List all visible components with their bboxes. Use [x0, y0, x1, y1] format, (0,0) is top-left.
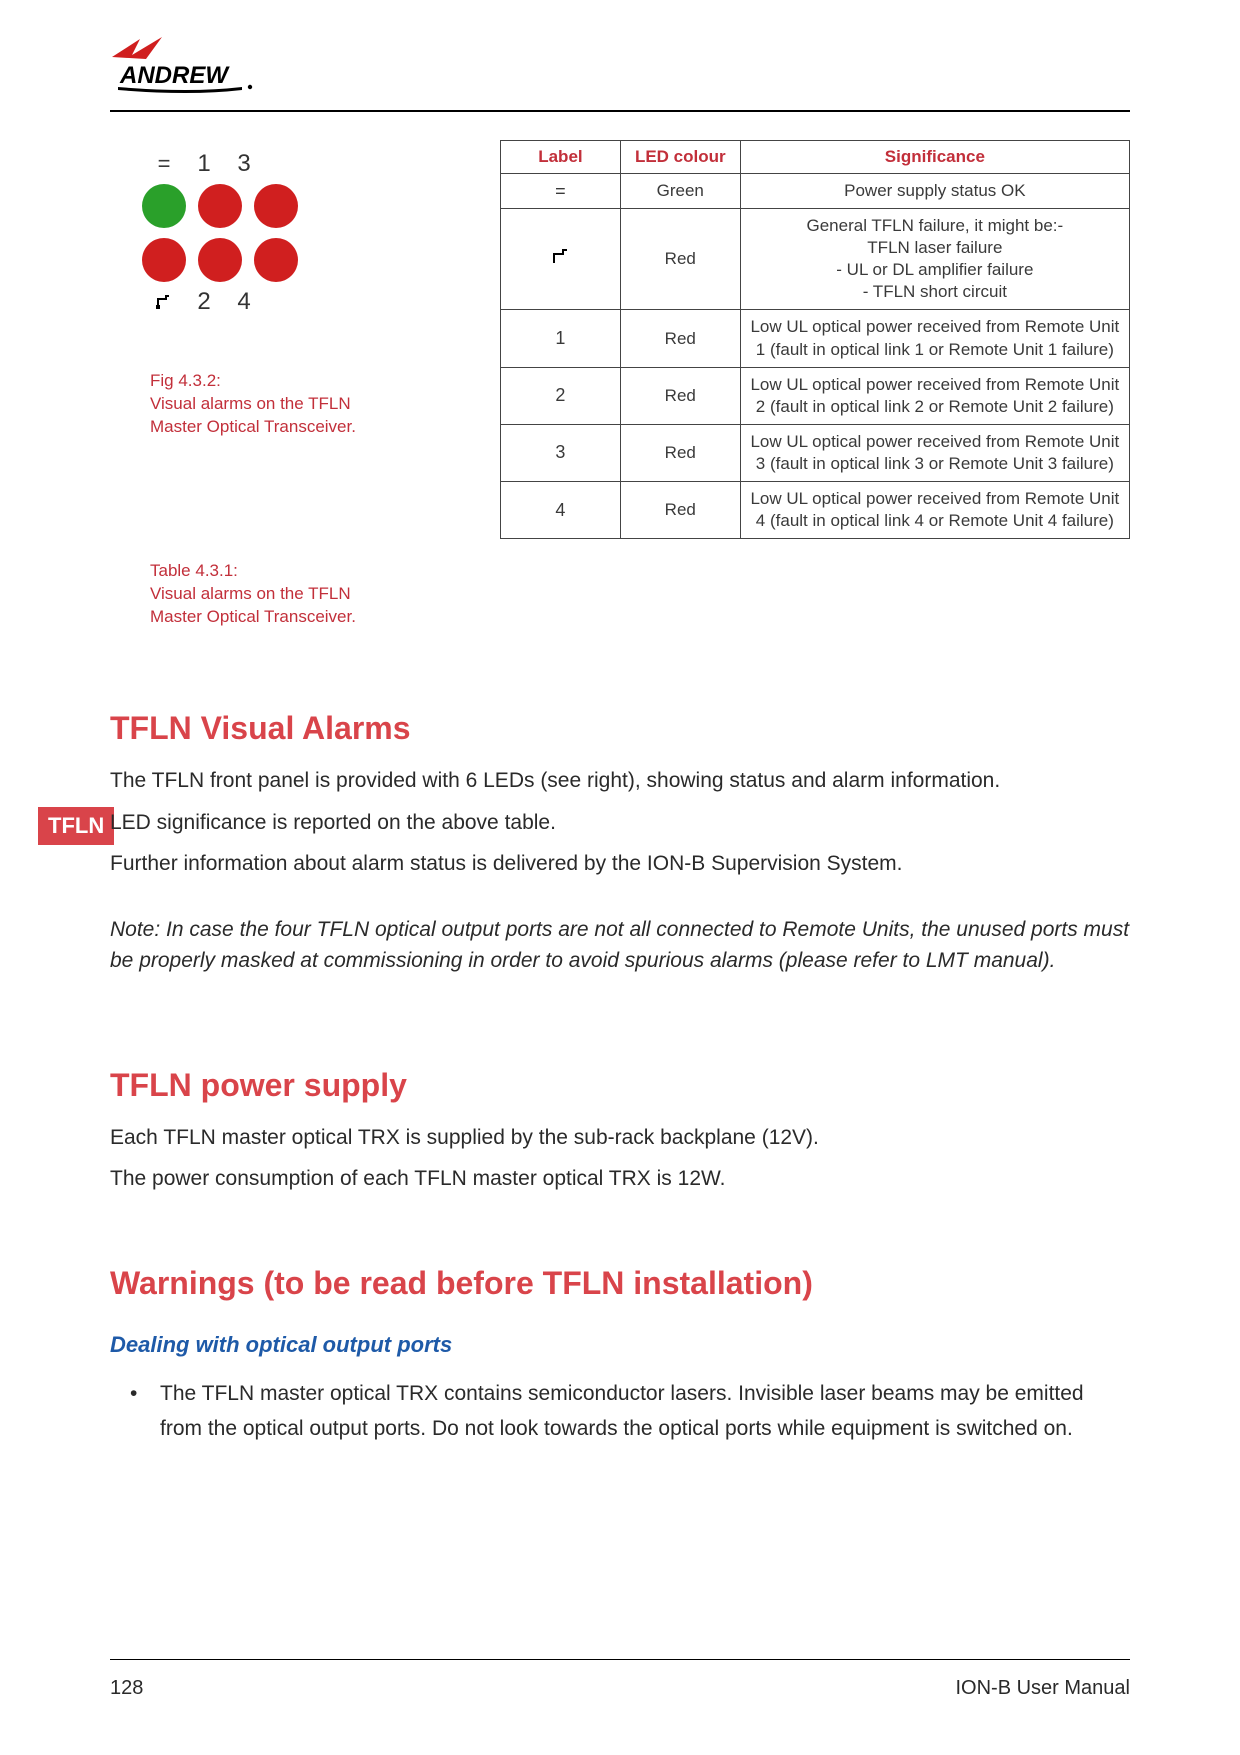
led-label-1: 1: [190, 150, 218, 178]
table-row: 3 Red Low UL optical power received from…: [501, 424, 1130, 481]
cell-colour: Red: [620, 209, 740, 310]
side-tab: TFLN: [38, 807, 114, 845]
led-1-icon: [198, 184, 242, 228]
table-row: 4 Red Low UL optical power received from…: [501, 482, 1130, 539]
led-circle-row-2: [142, 238, 298, 282]
section-title-warnings: Warnings (to be read before TFLN install…: [110, 1265, 1130, 1302]
cell-colour: Red: [620, 367, 740, 424]
table-caption-line3: Master Optical Transceiver.: [150, 606, 356, 629]
bullet-list: The TFLN master optical TRX contains sem…: [110, 1376, 1130, 1447]
cell-label: 2: [501, 367, 621, 424]
section-title-power-supply: TFLN power supply: [110, 1067, 1130, 1104]
alarm-table: Label LED colour Significance = Green Po…: [500, 140, 1130, 539]
footer-title: ION-B User Manual: [956, 1677, 1131, 1700]
led-step-icon: [142, 238, 186, 282]
cell-sig: Low UL optical power received from Remot…: [740, 367, 1129, 424]
cell-sig: Low UL optical power received from Remot…: [740, 482, 1129, 539]
section-title-visual-alarms: TFLN Visual Alarms: [110, 710, 1130, 747]
bullet-item: The TFLN master optical TRX contains sem…: [140, 1376, 1130, 1447]
led-diagram: = 1 3 2 4: [150, 150, 298, 316]
table-row: = Green Power supply status OK: [501, 174, 1130, 209]
led-eq-icon: [142, 184, 186, 228]
cell-label: =: [501, 174, 621, 209]
cell-sig: General TFLN failure, it might be:- TFLN…: [740, 209, 1129, 310]
table-row: 2 Red Low UL optical power received from…: [501, 367, 1130, 424]
fig-caption-line2: Visual alarms on the TFLN: [150, 393, 356, 416]
cell-sig: Low UL optical power received from Remot…: [740, 424, 1129, 481]
footer-rule: [110, 1659, 1130, 1660]
subsection-title-optical-ports: Dealing with optical output ports: [110, 1332, 1130, 1358]
table-header-row: Label LED colour Significance: [501, 141, 1130, 174]
led-top-row: = 1 3: [150, 150, 298, 178]
led-3-icon: [254, 184, 298, 228]
figure-caption: Fig 4.3.2: Visual alarms on the TFLN Mas…: [150, 370, 356, 439]
body-content: TFLN Visual Alarms The TFLN front panel …: [110, 690, 1130, 1447]
th-colour: LED colour: [620, 141, 740, 174]
cell-sig: Power supply status OK: [740, 174, 1129, 209]
cell-colour: Red: [620, 482, 740, 539]
led-label-2: 2: [190, 288, 218, 316]
table-caption-line1: Table 4.3.1:: [150, 560, 356, 583]
table-row: Red General TFLN failure, it might be:- …: [501, 209, 1130, 310]
note-para: Note: In case the four TFLN optical outp…: [110, 914, 1130, 977]
para: LED significance is reported on the abov…: [110, 807, 1130, 839]
led-2-icon: [198, 238, 242, 282]
th-significance: Significance: [740, 141, 1129, 174]
cell-label: 4: [501, 482, 621, 539]
brand-logo: ANDREW: [110, 35, 270, 95]
para: The power consumption of each TFLN maste…: [110, 1163, 1130, 1195]
th-label: Label: [501, 141, 621, 174]
fig-caption-line3: Master Optical Transceiver.: [150, 416, 356, 439]
table-caption: Table 4.3.1: Visual alarms on the TFLN M…: [150, 560, 356, 629]
para: Each TFLN master optical TRX is supplied…: [110, 1122, 1130, 1154]
led-4-icon: [254, 238, 298, 282]
cell-label: [501, 209, 621, 310]
led-label-step: [150, 294, 178, 310]
top-area: = 1 3 2 4 Fig 4.3.2: [110, 140, 1130, 670]
led-circle-row-1: [142, 184, 298, 228]
led-label-4: 4: [230, 288, 258, 316]
led-label-eq: =: [150, 151, 178, 177]
logo-text: ANDREW: [119, 62, 230, 89]
led-label-3: 3: [230, 150, 258, 178]
cell-label: 3: [501, 424, 621, 481]
table-row: 1 Red Low UL optical power received from…: [501, 310, 1130, 367]
cell-colour: Red: [620, 310, 740, 367]
led-bottom-row: 2 4: [150, 288, 298, 316]
fig-caption-line1: Fig 4.3.2:: [150, 370, 356, 393]
header-rule: [110, 110, 1130, 112]
cell-colour: Green: [620, 174, 740, 209]
para: The TFLN front panel is provided with 6 …: [110, 765, 1130, 797]
page: ANDREW TFLN = 1 3: [0, 0, 1240, 1755]
cell-colour: Red: [620, 424, 740, 481]
page-number: 128: [110, 1677, 143, 1700]
step-symbol-icon: [550, 248, 570, 271]
para: Further information about alarm status i…: [110, 848, 1130, 880]
cell-label: 1: [501, 310, 621, 367]
cell-sig: Low UL optical power received from Remot…: [740, 310, 1129, 367]
table-caption-line2: Visual alarms on the TFLN: [150, 583, 356, 606]
